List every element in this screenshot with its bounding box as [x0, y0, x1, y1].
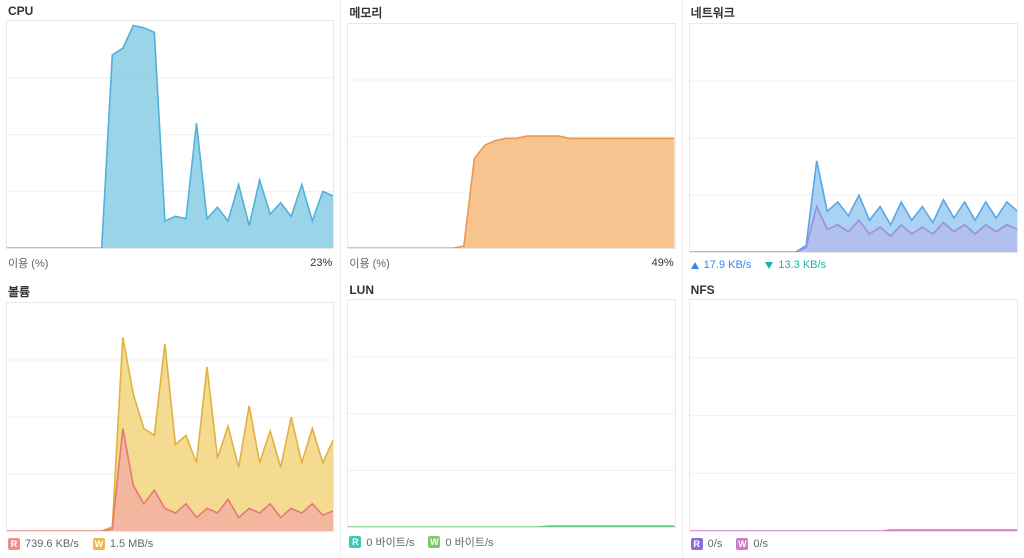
nfs-read-legend: R 0/s: [691, 538, 723, 550]
chart-volume-svg: [7, 303, 333, 531]
panel-volume-footer: R 739.6 KB/s W 1.5 MB/s: [0, 532, 340, 558]
badge-r-icon: R: [8, 538, 20, 550]
badge-r-icon: R: [349, 536, 361, 548]
panel-lun-title: LUN: [341, 279, 681, 299]
panel-network-title: 네트워크: [683, 0, 1024, 23]
panel-volume-title: 볼륨: [0, 279, 340, 302]
chart-cpu[interactable]: [6, 20, 334, 249]
lun-write-legend: W 0 바이트/s: [428, 534, 493, 550]
network-down-value: 13.3 KB/s: [778, 259, 826, 271]
chart-volume[interactable]: [6, 302, 334, 532]
lun-read-legend: R 0 바이트/s: [349, 534, 414, 550]
panel-network: 네트워크 17.9 KB/s 13.3 KB/s: [683, 0, 1024, 279]
arrow-down-icon: [765, 262, 773, 269]
panel-nfs: NFS R 0/s W 0/s: [683, 279, 1024, 558]
chart-lun-svg: [348, 300, 674, 527]
chart-memory-svg: [348, 24, 674, 248]
panel-memory-footer: 이용 (%) 49%: [341, 249, 681, 279]
panel-cpu: CPU 이용 (%) 23%: [0, 0, 341, 279]
chart-network-svg: [690, 24, 1017, 252]
badge-w-icon: W: [93, 538, 105, 550]
panel-memory-title: 메모리: [341, 0, 681, 23]
badge-w-icon: W: [736, 538, 748, 550]
chart-lun[interactable]: [347, 299, 675, 528]
chart-cpu-svg: [7, 21, 333, 248]
panel-cpu-title: CPU: [0, 0, 340, 20]
panel-cpu-footer: 이용 (%) 23%: [0, 249, 340, 279]
badge-w-icon: W: [428, 536, 440, 548]
arrow-up-icon: [691, 262, 699, 269]
memory-usage-label: 이용 (%): [349, 255, 389, 271]
network-up-legend: 17.9 KB/s: [691, 259, 752, 271]
nfs-write-value: 0/s: [753, 538, 768, 550]
panel-volume: 볼륨 R 739.6 KB/s W 1.5 MB/s: [0, 279, 341, 558]
panel-network-footer: 17.9 KB/s 13.3 KB/s: [683, 253, 1024, 279]
lun-write-value: 0 바이트/s: [445, 534, 493, 550]
nfs-read-value: 0/s: [708, 538, 723, 550]
nfs-write-legend: W 0/s: [736, 538, 768, 550]
panel-nfs-footer: R 0/s W 0/s: [683, 532, 1024, 558]
memory-usage-value: 49%: [652, 257, 674, 269]
panel-lun: LUN R 0 바이트/s W 0 바이트/s: [341, 279, 682, 558]
panel-lun-footer: R 0 바이트/s W 0 바이트/s: [341, 528, 681, 558]
network-up-value: 17.9 KB/s: [704, 259, 752, 271]
lun-read-value: 0 바이트/s: [366, 534, 414, 550]
cpu-usage-value: 23%: [310, 257, 332, 269]
panel-nfs-title: NFS: [683, 279, 1024, 299]
chart-nfs-svg: [690, 300, 1017, 531]
chart-nfs[interactable]: [689, 299, 1018, 532]
chart-memory[interactable]: [347, 23, 675, 249]
badge-r-icon: R: [691, 538, 703, 550]
chart-network[interactable]: [689, 23, 1018, 253]
volume-read-legend: R 739.6 KB/s: [8, 538, 79, 550]
panel-memory: 메모리 이용 (%) 49%: [341, 0, 682, 279]
dashboard-grid: CPU 이용 (%) 23% 메모리 이용 (%) 49% 네트워크: [0, 0, 1024, 558]
cpu-usage-label: 이용 (%): [8, 255, 48, 271]
volume-write-legend: W 1.5 MB/s: [93, 538, 153, 550]
network-down-legend: 13.3 KB/s: [765, 259, 826, 271]
volume-write-value: 1.5 MB/s: [110, 538, 153, 550]
volume-read-value: 739.6 KB/s: [25, 538, 79, 550]
